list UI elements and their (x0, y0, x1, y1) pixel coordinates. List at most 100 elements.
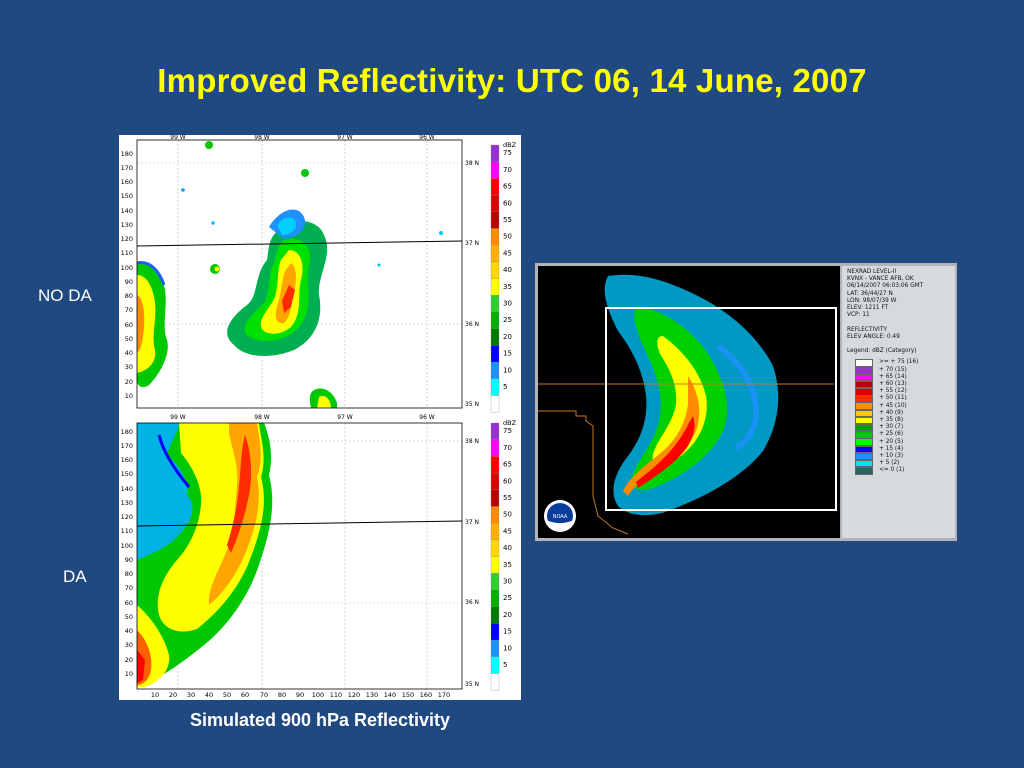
colorbar-unit: dBZ (503, 419, 517, 427)
y-tick: 140 (121, 485, 133, 493)
legend-swatch (855, 459, 873, 468)
legend-swatch (855, 388, 873, 396)
colorbar-swatch (490, 456, 500, 474)
legend-label: + 70 (15) (879, 366, 907, 373)
noaa-logo: NOAA (544, 500, 576, 532)
lon-label: 96 W (419, 135, 435, 141)
colorbar-swatch (490, 261, 500, 279)
colorbar-swatch (490, 144, 500, 162)
colorbar-swatch (490, 178, 500, 196)
legend-row: + 40 (9) (842, 409, 955, 418)
legend-row: + 15 (4) (842, 445, 955, 454)
legend-label: + 30 (7) (879, 424, 904, 431)
simulated-reflectivity-panels: 180 170 160 150 140 130 120 110 100 90 8… (121, 135, 517, 699)
y-tick: 130 (121, 221, 133, 229)
x-tick: 20 (169, 691, 177, 699)
lon-label: 98 W (254, 135, 270, 141)
info-line: NEXRAD LEVEL-II (847, 269, 897, 275)
lon-label: 98 W (254, 414, 270, 421)
colorbar-label: 75 (503, 427, 512, 435)
info-line: REFLECTIVITY (847, 326, 887, 333)
colorbar-swatch (490, 211, 500, 229)
no-da-colorbar: dBZ 75 70 65 60 55 50 45 40 35 30 25 20 15 10 5 (490, 141, 517, 413)
colorbar-swatch (490, 506, 500, 524)
y-tick: 90 (125, 556, 133, 564)
x-tick: 140 (384, 691, 396, 699)
legend-label: + 45 (10) (879, 402, 907, 409)
no-da-lon-labels: 99 W 98 W 97 W 96 W 99 W 98 W 97 W 96 W (170, 135, 435, 421)
y-tick: 160 (121, 178, 133, 186)
lat-label: 38 N (465, 438, 479, 445)
legend-label: + 10 (3) (879, 452, 904, 459)
y-tick: 40 (125, 627, 133, 635)
nexrad-info-lines: NEXRAD LEVEL-II KVNX - VANCE AFB, OK 06/14… (842, 269, 955, 355)
colorbar-swatch (490, 606, 500, 624)
legend-label: + 50 (11) (879, 395, 907, 402)
colorbar-label: 25 (503, 316, 512, 324)
y-tick: 120 (121, 513, 133, 521)
lon-label: 97 W (337, 135, 353, 141)
colorbar-swatch (490, 311, 500, 329)
colorbar-label: 20 (503, 611, 512, 619)
info-line (842, 341, 955, 348)
y-tick: 80 (125, 570, 133, 578)
y-tick: 10 (125, 670, 133, 678)
legend-row: + 55 (12) (842, 388, 955, 396)
y-tick: 170 (121, 164, 133, 172)
colorbar-swatch (490, 573, 500, 591)
no-da-map (136, 139, 463, 409)
y-tick: 150 (121, 470, 133, 478)
colorbar-swatch (490, 539, 500, 557)
legend-row: >= + 75 (16) (842, 359, 955, 367)
legend-swatch (855, 373, 873, 382)
legend-label: + 5 (2) (879, 460, 900, 467)
colorbar-label: 30 (503, 578, 512, 586)
legend-row: + 35 (8) (842, 416, 955, 425)
lat-label: 35 N (465, 401, 479, 408)
colorbar-swatch (490, 439, 500, 457)
da-lat-labels: 38 N 37 N 36 N 35 N (465, 438, 479, 688)
x-tick: 130 (366, 691, 378, 699)
y-tick: 130 (121, 499, 133, 507)
colorbar-swatch (490, 395, 500, 413)
legend-label: + 15 (4) (879, 445, 904, 452)
info-line: 06/14/2007 06:03:06 GMT (847, 283, 924, 290)
colorbar-swatch (490, 194, 500, 212)
lat-label: 35 N (465, 681, 479, 688)
x-tick: 110 (330, 691, 342, 699)
legend-row: + 20 (5) (842, 438, 955, 446)
colorbar-swatch (490, 673, 500, 691)
legend-label: >= + 75 (16) (879, 359, 919, 366)
legend-row: + 70 (15) (842, 366, 955, 374)
y-tick: 60 (125, 321, 133, 329)
legend-swatch (855, 423, 873, 432)
colorbar-label: 10 (503, 366, 512, 374)
colorbar-label: 70 (503, 444, 512, 452)
info-line (842, 319, 955, 326)
colorbar-label: 45 (503, 527, 512, 535)
y-tick: 10 (125, 392, 133, 400)
y-tick: 50 (125, 613, 133, 621)
lat-label: 38 N (465, 160, 479, 167)
x-tick: 30 (187, 691, 195, 699)
colorbar-label: 75 (503, 149, 512, 157)
svg-text:NOAA: NOAA (553, 514, 568, 520)
legend-label: + 55 (12) (879, 388, 907, 395)
info-line: KVNX - VANCE AFB, OK (847, 276, 914, 283)
legend-swatch (855, 438, 873, 446)
colorbar-label: 60 (503, 477, 512, 485)
y-tick: 180 (121, 428, 133, 436)
colorbar-swatch (490, 295, 500, 313)
legend-swatch (855, 359, 873, 367)
nexrad-legend: >= + 75 (16) + 70 (15) + 65 (14) + 60 (13) +… (842, 359, 955, 475)
legend-swatch (855, 431, 873, 439)
legend-row: + 50 (11) (842, 395, 955, 403)
lat-label: 37 N (465, 519, 479, 526)
legend-row: + 30 (7) (842, 423, 955, 432)
y-tick: 30 (125, 363, 133, 371)
colorbar-label: 55 (503, 494, 512, 502)
legend-row: + 5 (2) (842, 459, 955, 468)
legend-swatch (855, 380, 873, 389)
y-tick: 70 (125, 306, 133, 314)
colorbar-swatch (490, 161, 500, 179)
